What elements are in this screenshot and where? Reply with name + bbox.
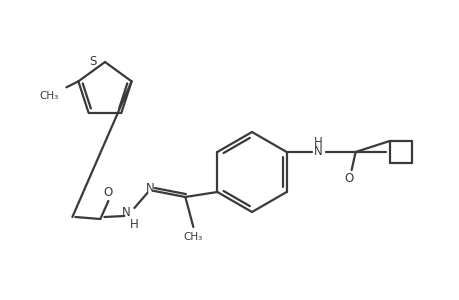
- Text: N: N: [313, 145, 322, 158]
- Text: S: S: [90, 55, 97, 68]
- Text: O: O: [343, 172, 353, 184]
- Text: N: N: [146, 182, 154, 196]
- Text: N: N: [121, 206, 130, 220]
- Text: CH₃: CH₃: [39, 91, 58, 101]
- Text: H: H: [313, 136, 322, 149]
- Text: H: H: [130, 218, 139, 231]
- Text: O: O: [104, 185, 113, 199]
- Text: CH₃: CH₃: [183, 232, 202, 242]
